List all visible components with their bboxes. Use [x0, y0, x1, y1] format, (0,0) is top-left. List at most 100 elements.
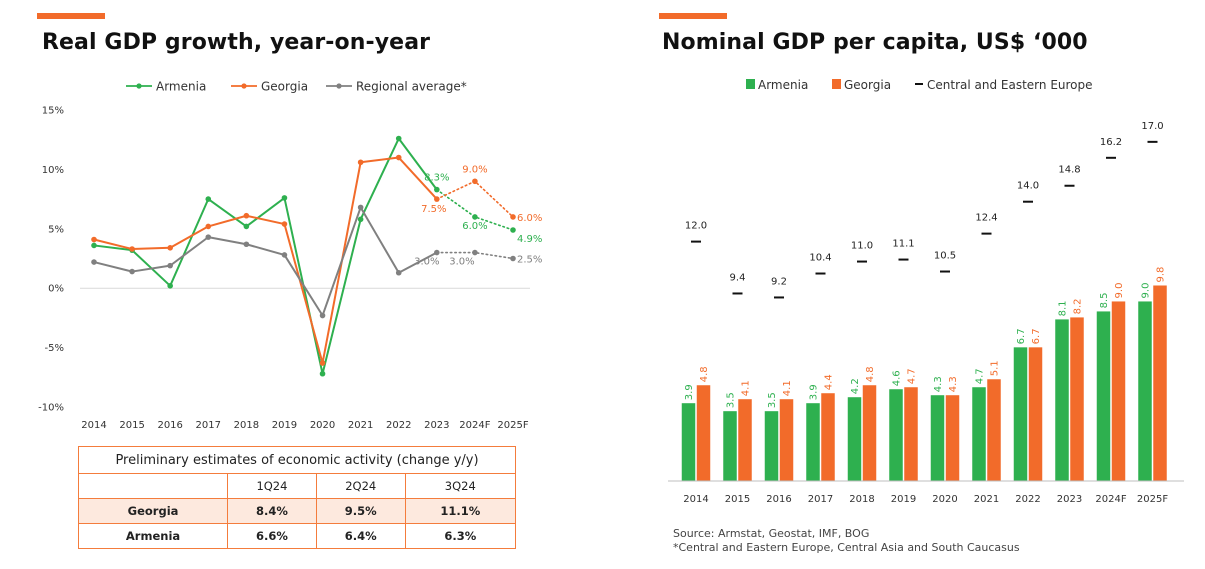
data-point: [167, 245, 173, 251]
bar-armenia: [1096, 311, 1111, 481]
data-label: 6.0%: [462, 221, 487, 232]
data-point: [395, 269, 402, 276]
data-point: [357, 204, 364, 211]
legend-marker: [136, 83, 142, 89]
bar-georgia: [696, 385, 711, 481]
estimates-cell: 8.4%: [227, 498, 317, 524]
data-point: [472, 249, 478, 256]
data-point: [395, 135, 402, 142]
x-tick-label: 2019: [272, 420, 297, 431]
series-line: [93, 156, 438, 365]
bar-armenia: [723, 411, 737, 481]
bar-georgia: [945, 395, 960, 481]
nominal-gdp-per-capita-panel: Nominal GDP per capita, US$ ‘000 Armenia…: [600, 0, 1205, 569]
y-tick-label: 0%: [48, 284, 64, 295]
data-label-cee: 16.2: [1100, 137, 1122, 148]
data-label-georgia: 4.7: [907, 368, 918, 384]
x-tick-label: 2024F: [459, 420, 490, 431]
data-label: 4.9%: [517, 234, 542, 245]
data-label-armenia: 4.3: [933, 376, 944, 392]
data-label-cee: 14.0: [1017, 181, 1039, 192]
data-point: [91, 259, 97, 265]
data-label-georgia: 8.2: [1073, 299, 1084, 315]
y-tick-label: 10%: [42, 165, 64, 176]
x-tick-label: 2014: [683, 494, 708, 505]
data-label-armenia: 3.9: [809, 384, 820, 400]
data-label-georgia: 5.1: [990, 360, 1001, 376]
data-point: [434, 186, 440, 193]
data-label-cee: 9.4: [730, 272, 746, 283]
data-label-armenia: 8.5: [1099, 293, 1110, 309]
estimates-header-2q24: 2Q24: [315, 473, 406, 499]
footnote-regional-definition: *Central and Eastern Europe, Central Asi…: [673, 541, 1020, 554]
data-label-georgia: 4.8: [699, 366, 710, 382]
x-tick-label: 2015: [725, 494, 750, 505]
data-label-georgia: 4.8: [865, 366, 876, 382]
chart-title-real-gdp: Real GDP growth, year-on-year: [42, 30, 431, 55]
estimates-cell: 6.6%: [227, 523, 317, 549]
estimates-table: Preliminary estimates of economic activi…: [77, 446, 517, 549]
accent-bar-right: [659, 13, 727, 19]
data-label: 2.5%: [517, 255, 542, 266]
estimates-table-caption: Preliminary estimates of economic activi…: [78, 446, 516, 474]
bar-georgia: [1070, 317, 1084, 481]
data-label-georgia: 4.3: [948, 376, 959, 392]
data-point: [91, 242, 97, 249]
y-tick-label: 15%: [42, 106, 64, 117]
x-tick-label: 2015: [119, 420, 144, 431]
data-point: [91, 236, 97, 243]
legend-marker: [336, 83, 342, 89]
data-point: [472, 214, 478, 220]
data-point: [510, 227, 516, 233]
legend-label: Armenia: [758, 78, 808, 92]
legend-item: Armenia: [746, 78, 808, 92]
data-point: [167, 283, 173, 289]
series-line-forecast: [436, 180, 514, 218]
x-tick-label: 2016: [766, 494, 791, 505]
bar-armenia: [764, 411, 779, 481]
data-point: [129, 246, 135, 252]
bar-georgia: [821, 393, 835, 481]
bar-georgia: [1028, 347, 1043, 481]
line-chart-real-gdp-growth: 15% 10% 5% 0% -5% -10% 2014 2015 2016 2017 2018 201…: [38, 80, 542, 432]
estimates-cell: 11.1%: [404, 498, 517, 524]
x-tick-label: 2014: [81, 420, 106, 431]
data-label-cee: 12.0: [685, 221, 707, 232]
data-label-cee: 9.2: [771, 276, 787, 287]
bar-georgia: [1153, 285, 1167, 481]
data-label-armenia: 9.0: [1141, 283, 1152, 299]
series-line: [93, 137, 438, 375]
bar-armenia: [806, 403, 820, 481]
data-label-armenia: 3.9: [684, 384, 695, 400]
bar-armenia: [1055, 319, 1069, 481]
legend-item: Regional average*: [326, 80, 467, 94]
legend-swatch: [746, 79, 755, 89]
legend-swatch: [832, 79, 841, 89]
bar-chart-nominal-gdp-per-capita: Armenia Georgia Central and Eastern Europe…: [668, 78, 1184, 505]
estimates-table-corner-cell: [77, 473, 229, 499]
data-point: [510, 214, 516, 220]
y-tick-label: 5%: [48, 224, 64, 235]
data-label-armenia: 4.2: [850, 378, 861, 394]
x-tick-label: 2025F: [1137, 494, 1168, 505]
estimates-cell: 6.4%: [315, 523, 406, 549]
estimates-header-1q24: 1Q24: [227, 473, 317, 499]
bar-armenia: [1138, 301, 1152, 481]
bar-armenia: [972, 387, 986, 481]
legend-label: Central and Eastern Europe: [927, 78, 1093, 92]
data-label-armenia: 8.1: [1058, 300, 1069, 316]
data-label-georgia: 4.1: [782, 380, 793, 396]
y-tick-label: -5%: [45, 343, 64, 354]
x-tick-label: 2023: [424, 420, 449, 431]
data-point: [281, 221, 288, 227]
x-tick-label: 2025F: [497, 420, 528, 431]
data-label: 8.3%: [424, 173, 449, 184]
data-point: [129, 268, 135, 275]
legend-item: Georgia: [231, 80, 308, 94]
real-gdp-growth-panel: Real GDP growth, year-on-year 15% 10% 5% 0%…: [0, 0, 600, 569]
data-point: [167, 262, 173, 269]
data-point: [357, 159, 364, 166]
data-label-armenia: 3.5: [726, 392, 737, 408]
data-point: [357, 216, 364, 223]
data-label: 3.0%: [414, 257, 439, 268]
